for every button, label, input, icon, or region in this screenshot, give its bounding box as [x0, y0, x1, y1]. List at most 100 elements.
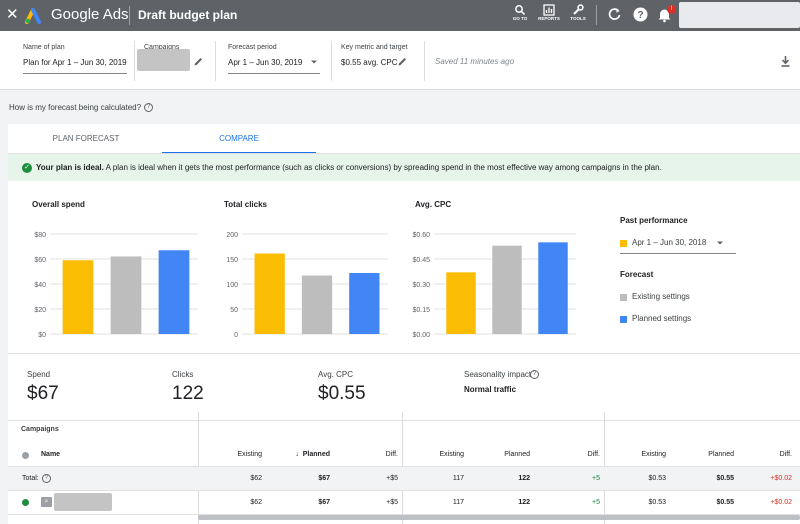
y-tick-label: $0.30 [412, 282, 430, 289]
key-metric-label: Key metric and target [341, 44, 408, 51]
plan-header: Name of plan Plan for Apr 1 – Jun 30, 20… [0, 31, 800, 90]
col-header-planned-label: Planned [302, 451, 330, 458]
download-icon[interactable] [780, 55, 791, 68]
chevron-down-icon[interactable] [310, 59, 318, 65]
section-divider [8, 420, 800, 421]
forecast-card: PLAN FORECAST COMPARE ✓ Your plan is idea… [8, 124, 800, 524]
table-header-row: Name Existing ↓ Planned Diff. Existing P… [8, 443, 800, 467]
stat-cpc-label: Avg. CPC [318, 370, 353, 379]
help-circle-icon[interactable]: ? [42, 474, 51, 483]
reports-button[interactable]: REPORTS [535, 3, 563, 29]
key-metric-field[interactable]: Key metric and target $0.55 avg. CPC [341, 43, 408, 68]
edit-metric-pencil-icon[interactable] [397, 56, 408, 67]
toolbar-divider [596, 5, 597, 25]
help-circle-icon[interactable]: ? [144, 103, 154, 113]
cell-existing-cpc: $0.53 [648, 475, 666, 482]
campaigns-label: Campaigns [144, 44, 180, 51]
saved-status: Saved 11 minutes ago [435, 57, 515, 66]
y-tick-label: $0.00 [412, 332, 430, 339]
col-header-planned[interactable]: Planned [708, 451, 734, 458]
cell-diff-spend: +$5 [386, 475, 398, 482]
bar-past [446, 272, 476, 334]
bar-existing [110, 256, 142, 334]
past-performance-title: Past performance [620, 216, 688, 225]
header-divider [215, 41, 216, 81]
campaigns-table-title: Campaigns [21, 426, 59, 433]
chart-title-cpc: Avg. CPC [415, 200, 452, 209]
stat-cpc-value: $0.55 [318, 383, 366, 404]
y-tick-label: $0 [38, 332, 46, 339]
goto-button[interactable]: GO TO [506, 3, 534, 29]
help-circle-icon[interactable]: ? [530, 370, 539, 379]
tools-button[interactable]: TOOLS [564, 3, 592, 29]
cell-planned-spend: $67 [318, 475, 330, 482]
y-tick-label: $20 [34, 307, 46, 314]
col-header-planned[interactable]: Planned [504, 451, 530, 458]
ideal-banner-bold: Your plan is ideal. [36, 163, 104, 172]
col-header-existing[interactable]: Existing [641, 451, 666, 458]
cell-diff-cpc: +$0.02 [770, 475, 792, 482]
section-divider [8, 353, 800, 354]
col-header-existing[interactable]: Existing [237, 451, 262, 458]
campaign-name-redacted[interactable] [54, 493, 112, 511]
refresh-icon[interactable] [606, 6, 623, 23]
campaigns-field[interactable]: Campaigns [144, 43, 179, 52]
plan-name-field[interactable]: Name of plan Plan for Apr 1 – Jun 30, 20… [23, 43, 127, 68]
key-metric-value: $0.55 avg. CPC [341, 58, 398, 67]
status-dot-header [22, 452, 29, 459]
campaigns-value-redacted [137, 49, 190, 71]
close-icon[interactable]: ✕ [6, 6, 19, 23]
header-divider [331, 41, 332, 81]
col-header-existing[interactable]: Existing [439, 451, 464, 458]
total-row-label: Total: [22, 475, 39, 482]
tab-compare[interactable]: COMPARE [162, 126, 316, 154]
forecast-period-dropdown[interactable]: Forecast period Apr 1 – Jun 30, 2019 [228, 43, 302, 68]
col-header-name[interactable]: Name [41, 451, 61, 458]
cell-planned-cpc: $0.55 [716, 499, 734, 506]
ideal-plan-banner: ✓ Your plan is ideal. A plan is ideal whe… [8, 154, 800, 181]
y-tick-label: $0.60 [412, 232, 430, 239]
col-header-diff[interactable]: Diff. [587, 451, 600, 458]
cell-planned-cpc: $0.55 [716, 475, 734, 482]
chevron-down-icon[interactable] [716, 240, 724, 246]
y-tick-label: $40 [34, 282, 46, 289]
cell-planned-spend: $67 [318, 499, 330, 506]
account-info-redacted[interactable] [679, 2, 800, 28]
edit-campaigns-pencil-icon[interactable] [193, 56, 204, 67]
table-row-total: Total: ? $62 $67 +$5 117 122 +5 $0.53 $0… [8, 467, 800, 491]
notification-badge: ! [667, 5, 676, 14]
goto-label: GO TO [512, 16, 528, 21]
forecast-help-text: How is my forecast being calculated? [9, 103, 142, 112]
stat-spend-value: $67 [27, 383, 59, 404]
col-header-diff[interactable]: Diff. [779, 451, 792, 458]
col-header-planned[interactable]: ↓ Planned [278, 451, 330, 458]
cell-existing-cpc: $0.53 [648, 499, 666, 506]
plan-name-underline [23, 73, 127, 74]
col-header-diff[interactable]: Diff. [385, 451, 398, 458]
status-enabled-dot [22, 499, 29, 506]
tab-plan-forecast[interactable]: PLAN FORECAST [52, 134, 120, 143]
plan-name-value: Plan for Apr 1 – Jun 30, 2019 [23, 58, 127, 67]
forecast-period-underline [228, 73, 320, 74]
forecast-title: Forecast [620, 270, 654, 279]
y-tick-label: 150 [226, 257, 238, 264]
table-row[interactable]: ⌕ $62 $67 +$5 117 122 +5 $0.53 $0.55 +$0… [8, 491, 800, 515]
existing-swatch [620, 294, 627, 301]
bar-planned [538, 242, 568, 334]
forecast-help-link[interactable]: How is my forecast being calculated?? [9, 103, 154, 113]
help-icon[interactable]: ? [632, 6, 649, 23]
planned-settings-label: Planned settings [632, 314, 692, 323]
sort-arrow-icon: ↓ [295, 451, 303, 458]
cell-planned-clicks: 122 [518, 499, 530, 506]
chart-title-clicks: Total clicks [224, 200, 267, 209]
past-period-dropdown[interactable]: Apr 1 – Jun 30, 2018 [632, 238, 707, 247]
reports-icon [543, 4, 555, 16]
horizontal-scrollbar[interactable] [198, 515, 800, 520]
wrench-icon [573, 4, 584, 15]
tabs-divider [8, 153, 800, 154]
bar-existing [301, 275, 333, 334]
svg-text:?: ? [637, 10, 643, 21]
planned-swatch [620, 316, 627, 323]
y-tick-label: 200 [226, 232, 238, 239]
y-tick-label: $80 [34, 232, 46, 239]
